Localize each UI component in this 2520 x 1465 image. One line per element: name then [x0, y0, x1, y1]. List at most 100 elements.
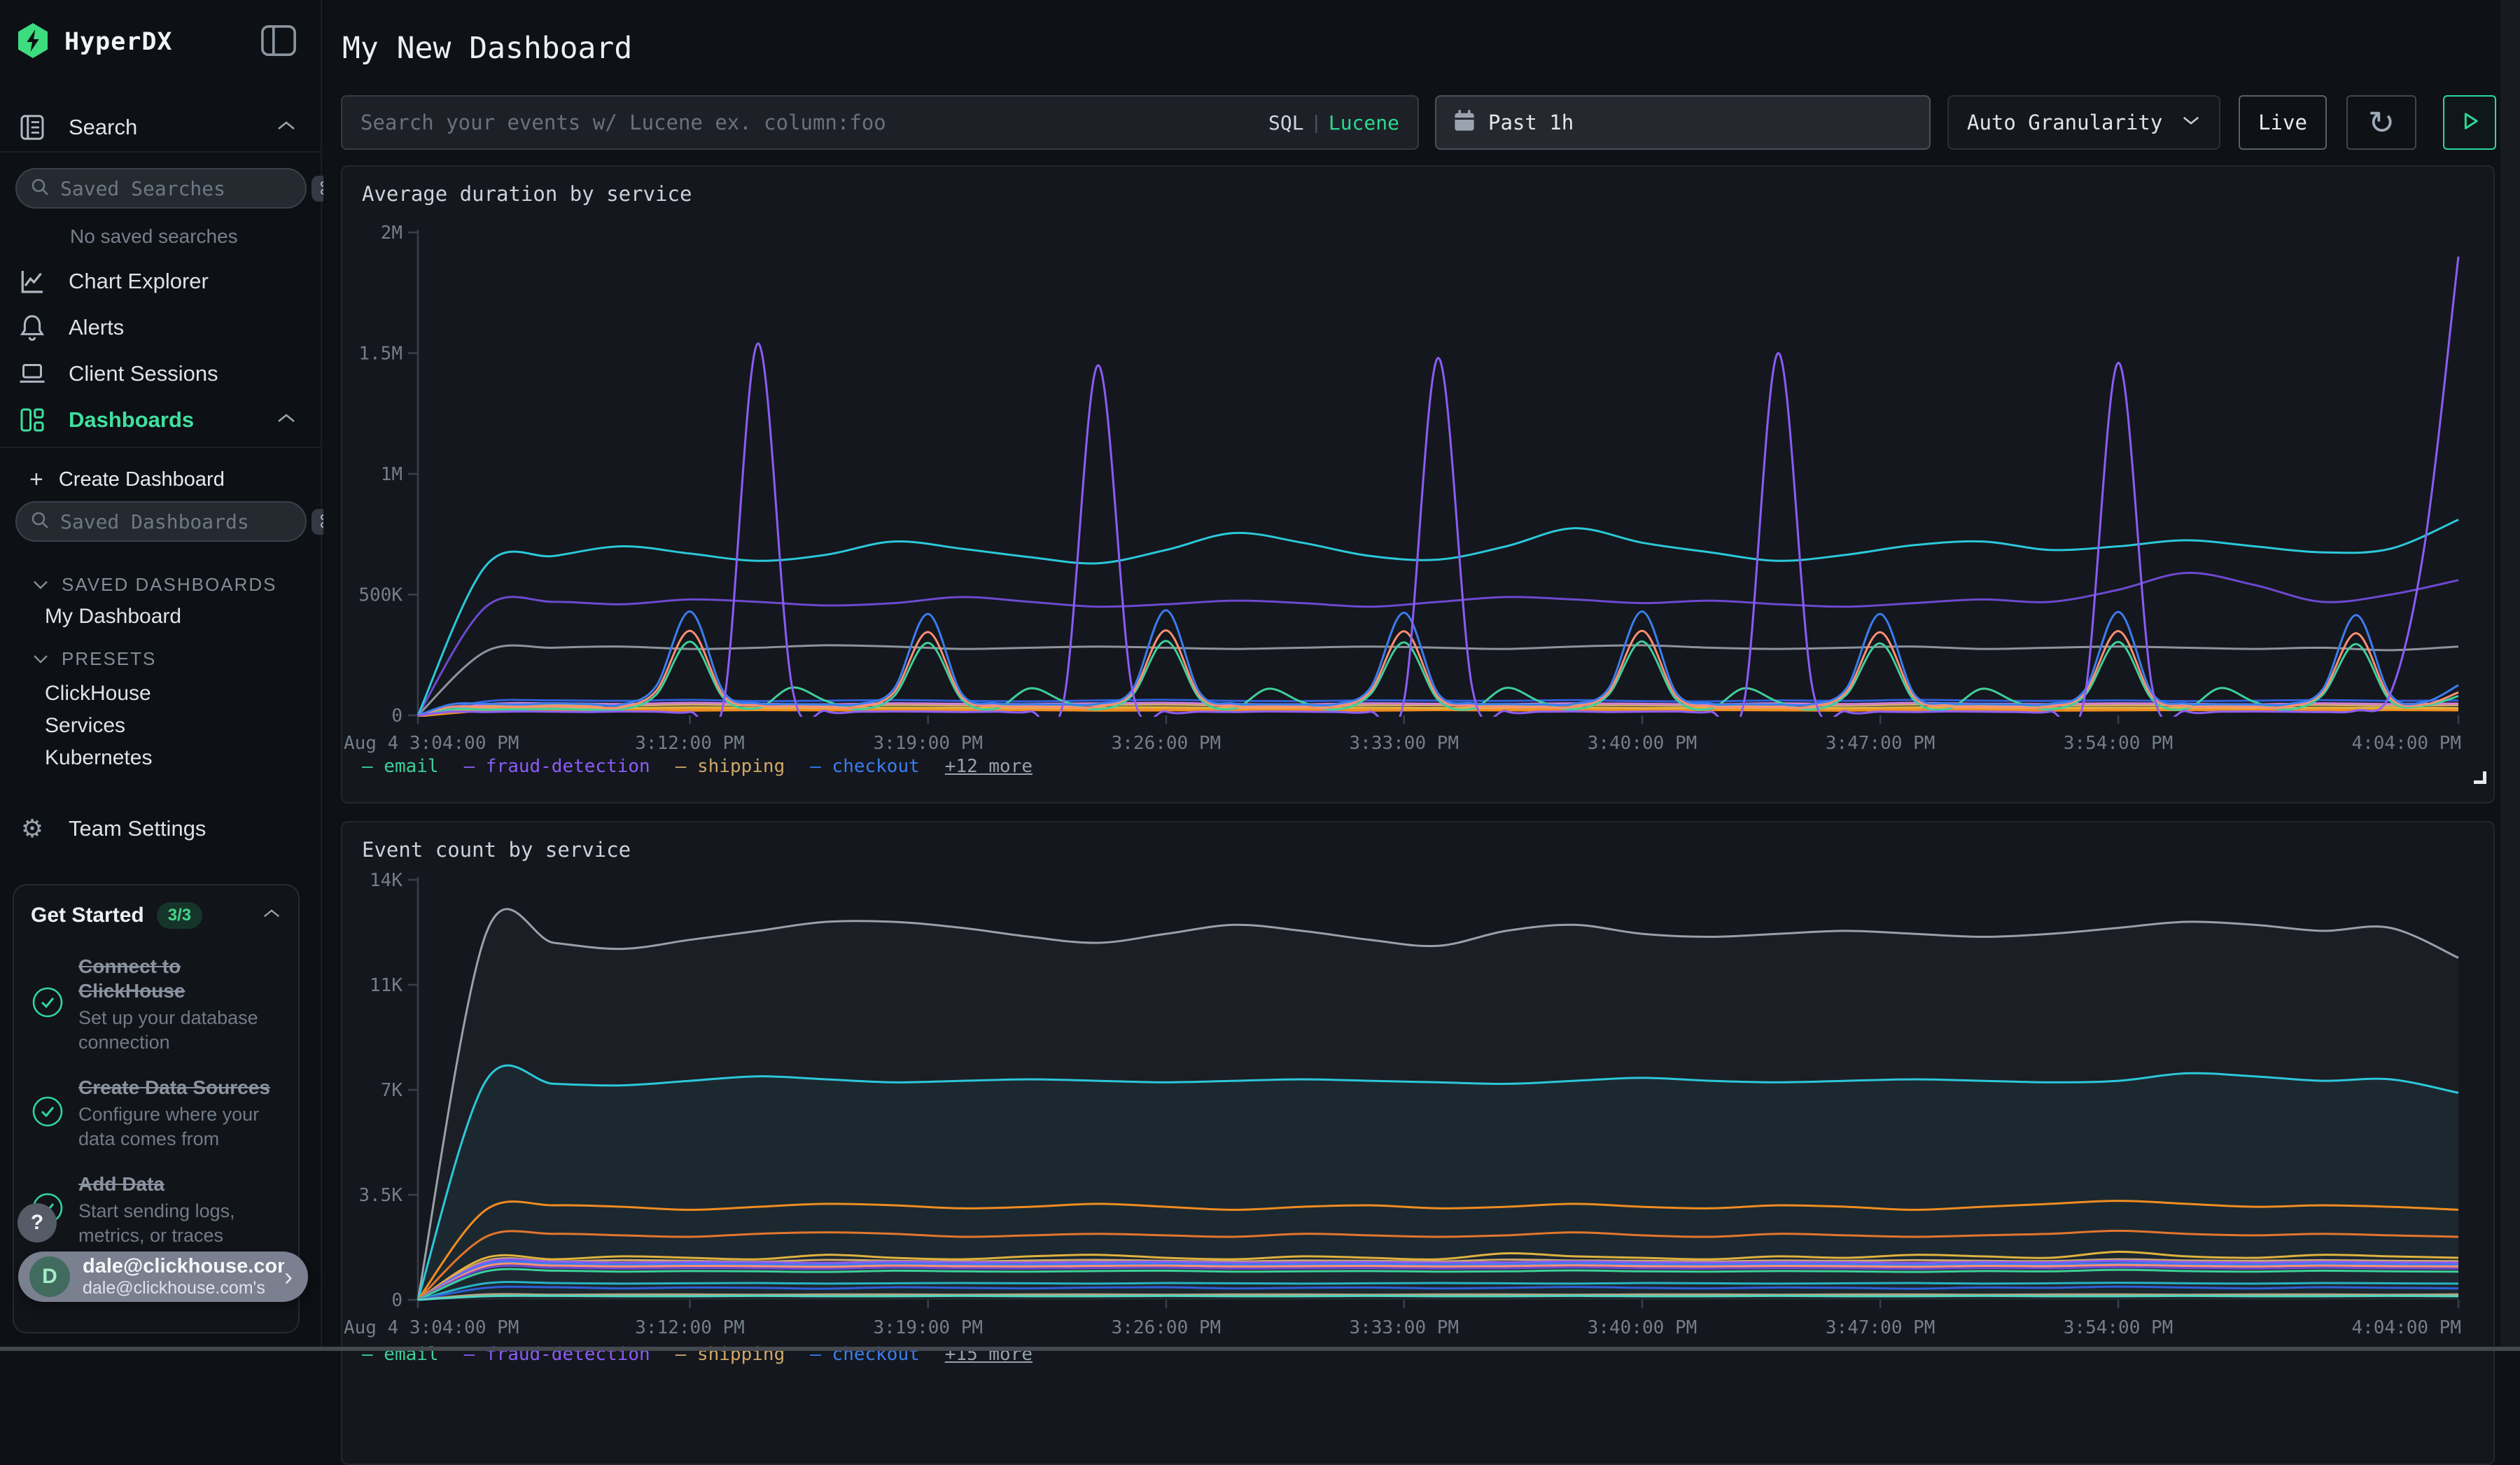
- vertical-scrollbar[interactable]: [2500, 0, 2520, 1351]
- sidebar-item-client-sessions[interactable]: Client Sessions: [0, 356, 322, 392]
- time-range-value: Past 1h: [1488, 111, 1574, 134]
- svg-text:Aug 4 3:04:00 PM: Aug 4 3:04:00 PM: [344, 1317, 519, 1338]
- svg-text:3:54:00 PM: 3:54:00 PM: [2064, 733, 2174, 754]
- svg-text:3:19:00 PM: 3:19:00 PM: [873, 1317, 983, 1338]
- create-dashboard-label: Create Dashboard: [58, 468, 225, 491]
- sidebar-item-alerts[interactable]: Alerts: [0, 309, 322, 346]
- svg-text:Aug 4 3:04:00 PM: Aug 4 3:04:00 PM: [344, 733, 519, 754]
- sidebar-collapse-icon[interactable]: [260, 24, 297, 57]
- sidebar-item-my-dashboard[interactable]: My Dashboard: [45, 605, 182, 628]
- sidebar-item-dashboards[interactable]: Dashboards: [0, 402, 322, 438]
- legend-item[interactable]: — checkout: [810, 756, 920, 777]
- chart-legend: — email — fraud-detection — shipping — chec…: [362, 756, 1032, 777]
- gear-icon: ⚙: [20, 814, 44, 843]
- create-dashboard-button[interactable]: + Create Dashboard: [29, 466, 225, 493]
- chart-panel-avg-duration: Average duration by service 0 500K 1M 1.5M 2…: [341, 165, 2495, 804]
- time-range-picker[interactable]: Past 1h: [1435, 95, 1931, 150]
- chevron-right-icon: ›: [284, 1262, 293, 1291]
- step-title: Create Data Sources: [78, 1077, 270, 1099]
- search-icon: [29, 510, 50, 534]
- sidebar-item-chart-explorer[interactable]: Chart Explorer: [0, 263, 322, 300]
- svg-text:3:26:00 PM: 3:26:00 PM: [1112, 1317, 1222, 1338]
- chevron-down-icon: [34, 581, 48, 589]
- svg-text:1.5M: 1.5M: [358, 344, 402, 365]
- panel-resize-handle[interactable]: [2474, 771, 2486, 784]
- granularity-select[interactable]: Auto Granularity: [1947, 95, 2220, 150]
- check-circle-icon: [31, 986, 64, 1023]
- plus-icon: +: [29, 466, 43, 493]
- logo[interactable]: HyperDX: [17, 21, 305, 63]
- svg-text:2M: 2M: [381, 223, 402, 244]
- chevron-down-icon: [34, 655, 48, 664]
- sidebar-item-label: Client Sessions: [69, 361, 218, 386]
- svg-text:3:33:00 PM: 3:33:00 PM: [1350, 1317, 1460, 1338]
- run-query-button[interactable]: [2443, 95, 2496, 150]
- user-email: dale@clickhouse.com: [83, 1255, 284, 1277]
- refresh-icon: ↻: [2367, 104, 2395, 141]
- svg-text:3:40:00 PM: 3:40:00 PM: [1588, 733, 1698, 754]
- saved-dashboards-input[interactable]: ⌘K: [15, 501, 355, 542]
- legend-item[interactable]: — email: [362, 756, 439, 777]
- sql-toggle[interactable]: SQL: [1268, 111, 1304, 134]
- event-search-bar[interactable]: SQL | Lucene: [341, 95, 1419, 150]
- language-separator: |: [1313, 111, 1319, 133]
- avatar: D: [29, 1256, 70, 1297]
- live-button[interactable]: Live: [2239, 95, 2327, 150]
- help-button[interactable]: ?: [18, 1203, 57, 1242]
- event-count-chart[interactable]: 0 3.5K 7K 11K 14K Aug 4 3:04:00 PM 3:12:00 PM 3…: [342, 822, 2493, 1464]
- sidebar-item-label: Search: [69, 115, 138, 139]
- sidebar-item-clickhouse[interactable]: ClickHouse: [45, 682, 151, 705]
- sidebar-item-label: Chart Explorer: [69, 269, 209, 293]
- event-search-input[interactable]: [360, 111, 1268, 134]
- svg-text:3:47:00 PM: 3:47:00 PM: [1826, 1317, 1935, 1338]
- avg-duration-chart[interactable]: 0 500K 1M 1.5M 2M Aug 4 3:04:00 PM 3:12:00 PM 3…: [342, 167, 2493, 802]
- step-desc: Set up your database connection: [78, 1007, 258, 1053]
- sidebar-item-label: Dashboards: [69, 407, 195, 432]
- svg-text:7K: 7K: [381, 1080, 403, 1101]
- svg-text:3:12:00 PM: 3:12:00 PM: [635, 733, 745, 754]
- divider: [0, 447, 322, 448]
- search-section-icon: [17, 113, 48, 141]
- user-menu[interactable]: D dale@clickhouse.com dale@clickhouse.co…: [18, 1252, 308, 1302]
- saved-searches-input[interactable]: ⌘K: [15, 168, 355, 209]
- search-icon: [29, 176, 50, 201]
- legend-item[interactable]: — fraud-detection: [463, 756, 650, 777]
- chevron-up-icon[interactable]: [262, 908, 281, 923]
- sidebar-item-kubernetes[interactable]: Kubernetes: [45, 746, 153, 769]
- chart-panel-event-count: Event count by service 0 3.5K 7K 11K 14K Aug …: [341, 821, 2495, 1465]
- svg-text:11K: 11K: [370, 975, 402, 996]
- page-title: My New Dashboard: [342, 31, 633, 66]
- play-icon: [2458, 109, 2482, 136]
- svg-text:3:26:00 PM: 3:26:00 PM: [1112, 733, 1222, 754]
- saved-searches-field[interactable]: [60, 176, 312, 200]
- svg-text:4:04:00 PM: 4:04:00 PM: [2351, 1317, 2461, 1338]
- refresh-button[interactable]: ↻: [2346, 95, 2416, 150]
- get-started-step-add-data[interactable]: Add Data Start sending logs, metrics, or…: [31, 1172, 281, 1247]
- granularity-value: Auto Granularity: [1967, 111, 2163, 134]
- saved-dashboards-field[interactable]: [60, 510, 312, 533]
- legend-more-link[interactable]: +12 more: [944, 756, 1033, 777]
- sidebar-item-search[interactable]: Search: [0, 109, 322, 146]
- check-circle-icon: [31, 1095, 64, 1132]
- legend-item[interactable]: — shipping: [675, 756, 785, 777]
- presets-header[interactable]: PRESETS: [32, 648, 156, 670]
- sidebar-item-team-settings[interactable]: ⚙ Team Settings: [0, 811, 322, 847]
- svg-text:3.5K: 3.5K: [358, 1185, 402, 1206]
- svg-text:3:40:00 PM: 3:40:00 PM: [1588, 1317, 1698, 1338]
- logo-text: HyperDX: [64, 28, 173, 56]
- step-desc: Start sending logs, metrics, or traces: [78, 1200, 235, 1246]
- dashboards-grid-icon: [17, 406, 48, 434]
- get-started-step-sources[interactable]: Create Data Sources Configure where your…: [31, 1075, 281, 1151]
- chevron-up-icon: [276, 120, 297, 136]
- get-started-title: Get Started: [31, 904, 144, 927]
- chart-title: Event count by service: [362, 838, 631, 862]
- lucene-toggle[interactable]: Lucene: [1328, 111, 1399, 134]
- get-started-step-connect[interactable]: Connect to ClickHouse Set up your databa…: [31, 954, 281, 1054]
- saved-dashboards-header[interactable]: SAVED DASHBOARDS: [32, 574, 276, 596]
- sidebar-item-label: Team Settings: [69, 816, 206, 841]
- sidebar-item-label: Alerts: [69, 315, 125, 339]
- main-content: My New Dashboard SQL | Lucene Past 1h Au…: [323, 0, 2520, 1465]
- sidebar-item-services[interactable]: Services: [45, 714, 126, 737]
- svg-text:3:54:00 PM: 3:54:00 PM: [2064, 1317, 2174, 1338]
- svg-text:1M: 1M: [381, 464, 402, 485]
